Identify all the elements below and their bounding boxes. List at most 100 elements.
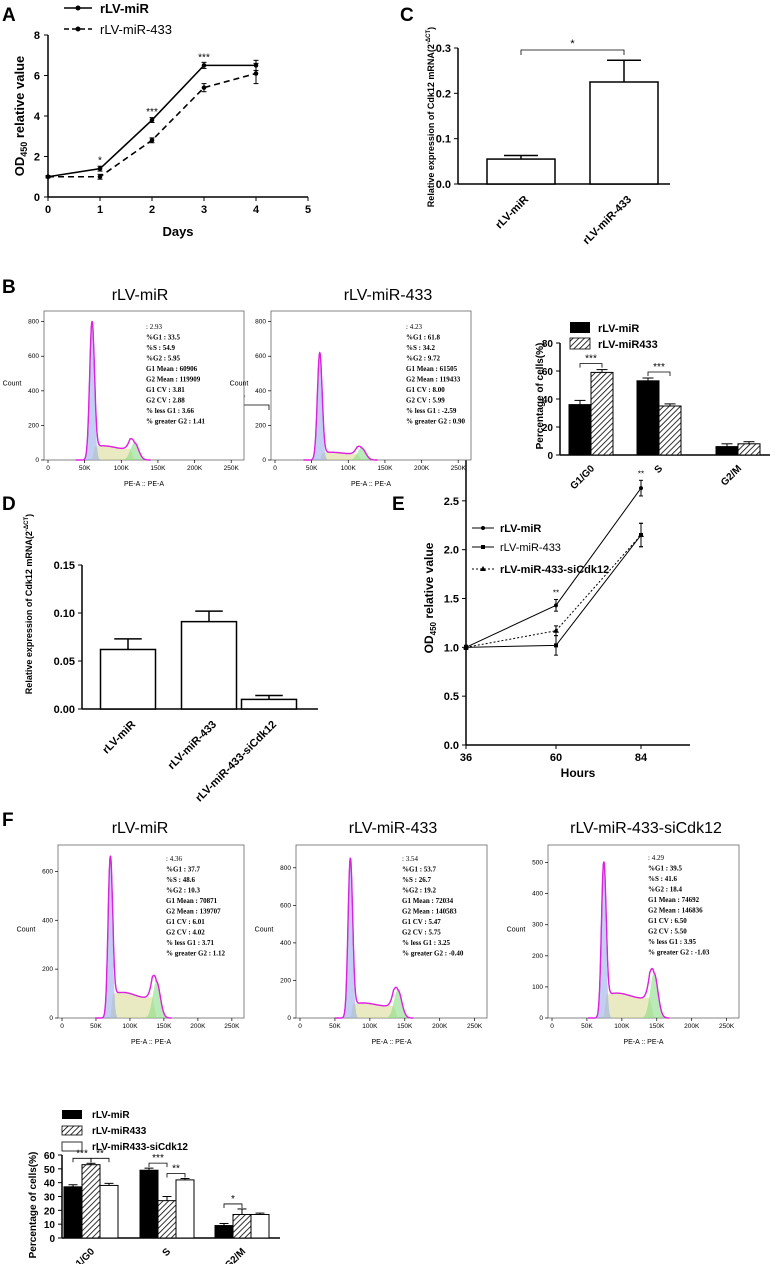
y-tick-label-F-bar: 60 — [44, 1151, 56, 1162]
bar-D — [240, 698, 298, 710]
flow-stat-B2: G2 Mean : 119433 — [406, 376, 461, 384]
flow-title-F1: rLV-miR — [112, 820, 169, 837]
flow-x-tick-label-B1: 200K — [187, 465, 203, 472]
flow-y-tick-label-B2: 400 — [255, 388, 266, 395]
y-tick-label-F-bar: 0 — [49, 1234, 55, 1245]
y-tick-label-B-bar: 40 — [542, 395, 554, 406]
flow-y-tick-label-B1: 200 — [28, 422, 39, 429]
flow-stat-F1: G1 Mean : 70871 — [166, 897, 218, 905]
flow-x-tick-label-F2: 100K — [362, 1023, 378, 1030]
flow-g1-peak-fill-F3 — [588, 862, 670, 1018]
flow-stat-F3: : 4.29 — [648, 854, 664, 862]
flow-g2-peak-fill-B1 — [75, 442, 151, 460]
significance-label-F-bar: * — [231, 1194, 235, 1205]
significance-a: * — [98, 156, 102, 167]
flow-stat-B2: : 4.23 — [406, 323, 422, 331]
y-tick-label-C: 0.1 — [436, 134, 451, 146]
x-tick-label-a: 3 — [201, 204, 207, 216]
panel-f-bar-chart: rLV-miR rLV-miR433 rLV-miR433-siCdk12 Pe… — [28, 1110, 280, 1264]
panel-letter-d: D — [2, 494, 16, 515]
flow-stat-B2: %S : 34.2 — [406, 344, 435, 352]
flow-y-tick-label-B2: 0 — [262, 457, 266, 464]
axis-title-f-bar-y: Percentage of cells(%) — [28, 1152, 39, 1259]
bar-F-bar-0 — [139, 1169, 159, 1239]
significance-a: *** — [198, 52, 210, 63]
panel-letter-c: C — [400, 5, 414, 26]
bar-D — [180, 620, 238, 710]
flow-x-tick-label-F1: 150K — [156, 1023, 172, 1030]
flow-title-F3: rLV-miR-433-siCdk12 — [570, 820, 722, 837]
legend-swatch-f-miR — [62, 1110, 82, 1119]
x-tick-label-a: 4 — [253, 204, 260, 216]
flow-y-tick-label-B1: 400 — [28, 388, 39, 395]
flow-y-tick-label-B2: 600 — [255, 353, 266, 360]
y-tick-label-D: 0.00 — [54, 704, 75, 716]
flow-stat-F2: % less G1 : 3.25 — [402, 939, 451, 947]
significance-label-F-bar: *** — [76, 1148, 88, 1159]
legend-swatch-f-miR433 — [61, 1125, 83, 1136]
flow-x-tick-label-F2: 250K — [467, 1023, 483, 1030]
flow-stat-F2: G2 CV : 5.75 — [402, 929, 441, 937]
flow-stat-F1: G1 CV : 6.01 — [166, 918, 205, 926]
flow-model-fit-curve-F2 — [334, 857, 414, 1019]
flow-x-tick-label-F2: 200K — [432, 1023, 448, 1030]
flow-stat-F3: %G2 : 18.4 — [648, 886, 683, 894]
bar-B-bar-0 — [568, 404, 592, 456]
bar-F-bar-2 — [175, 1179, 195, 1239]
y-tick-label-e: 0.0 — [444, 740, 459, 752]
significance-e: ** — [553, 588, 559, 597]
x-category-label-B-bar: G2/M — [719, 463, 744, 488]
x-tick-label-a: 1 — [97, 204, 103, 216]
data-point-a-1 — [253, 71, 259, 76]
y-tick-label-B-bar: 60 — [542, 367, 554, 378]
flow-x-tick-label-F1: 0 — [60, 1023, 64, 1030]
legend-marker-a-miR433 — [75, 26, 81, 32]
flow-x-tick-label-F1: 100K — [122, 1023, 138, 1030]
significance-bracket-B-bar — [647, 371, 671, 376]
flow-g1-peak-fill-F1 — [95, 856, 172, 1018]
flow-g2-peak-fill-F1 — [95, 981, 172, 1018]
significance-bracket-C — [520, 49, 625, 55]
flow-stat-F2: %G1 : 53.7 — [402, 866, 437, 874]
bar-F-bar-0 — [63, 1186, 83, 1239]
flow-x-axis-title-B2: PE-A :: PE-A — [351, 481, 391, 488]
flow-stat-B1: % less G1 : 3.66 — [146, 407, 195, 415]
flow-x-tick-label-B2: 50K — [306, 465, 318, 472]
flow-y-tick-label-F2: 200 — [280, 977, 291, 984]
flow-g1-peak-fill-B1 — [75, 321, 151, 460]
flow-stat-F1: % greater G2 : 1.12 — [166, 950, 226, 958]
data-point-e-2 — [463, 644, 469, 650]
flow-frame-F3 — [547, 844, 740, 1019]
flow-histogram-b-rlv-mir-433: rLV-miR-433 0 50K 100K 150K 200K 250K 0 200 400 60… — [230, 287, 472, 488]
bar-F-bar-1 — [232, 1213, 252, 1239]
flow-y-tick-label-F3: 400 — [532, 891, 543, 898]
bar-B-bar-0 — [715, 446, 739, 456]
flow-stat-F2: G2 Mean : 140583 — [402, 908, 457, 916]
y-tick-label-D: 0.15 — [54, 560, 75, 572]
flow-y-tick-label-F2: 600 — [280, 902, 291, 909]
flow-stat-F1: %S : 48.6 — [166, 876, 195, 884]
flow-g1-peak-fill-B2 — [303, 352, 378, 460]
flow-y-tick-label-B2: 200 — [255, 422, 266, 429]
y-tick-label-e: 0.5 — [444, 691, 459, 703]
flow-x-tick-label-B2: 250K — [451, 465, 467, 472]
flow-g2-peak-fill-F2 — [334, 989, 414, 1018]
flow-stat-F3: %G1 : 39.5 — [648, 865, 683, 873]
y-tick-label-B-bar: 80 — [542, 339, 554, 350]
data-point-a-1 — [149, 138, 155, 143]
x-category-label-C: rLV-miR — [493, 194, 531, 232]
axis-title-a-y: OD450 relative value — [12, 56, 29, 177]
x-category-label-B-bar: G1/G0 — [569, 463, 598, 492]
y-tick-label-D: 0.10 — [54, 608, 75, 620]
y-tick-label-a: 8 — [34, 30, 40, 42]
flow-stat-F2: : 3.54 — [402, 855, 418, 863]
flow-y-axis-title-B2: Count — [230, 381, 249, 388]
flow-stat-F1: % less G1 : 3.71 — [166, 939, 215, 947]
flow-stat-B2: % less G1 : -2.59 — [406, 407, 457, 415]
flow-y-tick-label-F3: 300 — [532, 922, 543, 929]
panel-letter-a: A — [2, 5, 16, 26]
legend-marker-e-miR — [481, 526, 485, 530]
flow-y-tick-label-B2: 800 — [255, 319, 266, 326]
x-tick-label-e: 60 — [550, 752, 562, 764]
significance-label-F-bar: *** — [152, 1153, 164, 1164]
